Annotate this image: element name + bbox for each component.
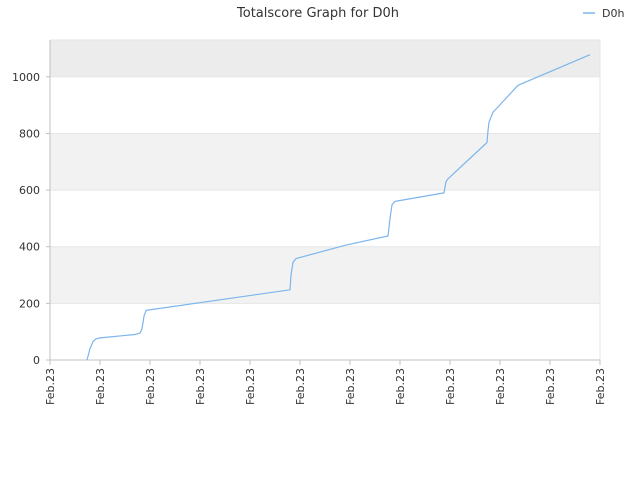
x-tick-label: Feb.23 <box>394 368 407 405</box>
x-tick-label: Feb.23 <box>44 368 57 405</box>
x-tick-label: Feb.23 <box>94 368 107 405</box>
x-axis-ticks: Feb.23 Feb.23 Feb.23 Feb.23 Feb.23 Feb.23 Feb.… <box>44 360 607 405</box>
y-axis-ticks: 0 200 400 600 800 1000 <box>12 71 50 367</box>
x-tick-label: Feb.23 <box>144 368 157 405</box>
x-tick-label: Feb.23 <box>444 368 457 405</box>
x-tick-label: Feb.23 <box>594 368 607 405</box>
legend[interactable]: D0h <box>583 7 624 20</box>
series-layer <box>86 54 591 361</box>
x-tick-label: Feb.23 <box>244 368 257 405</box>
chart-title: Totalscore Graph for D0h <box>236 6 399 21</box>
y-tick-label: 800 <box>19 127 40 140</box>
x-tick-label: Feb.23 <box>194 368 207 405</box>
y-tick-label: 200 <box>19 297 40 310</box>
y-tick-label: 1000 <box>12 71 40 84</box>
y-tick-label: 600 <box>19 184 40 197</box>
plot-band <box>50 40 600 77</box>
x-tick-label: Feb.23 <box>294 368 307 405</box>
x-tick-label: Feb.23 <box>494 368 507 405</box>
y-tick-label: 0 <box>33 354 40 367</box>
x-tick-label: Feb.23 <box>544 368 557 405</box>
y-tick-label: 400 <box>19 241 40 254</box>
plot-band <box>50 190 600 247</box>
plot-band <box>50 246 600 304</box>
plot-band <box>50 76 600 134</box>
x-tick-label: Feb.23 <box>344 368 357 405</box>
plot-bands <box>50 40 600 360</box>
series-line <box>86 54 591 361</box>
axes <box>49 40 600 361</box>
legend-label[interactable]: D0h <box>602 7 624 20</box>
plot-band <box>50 303 600 360</box>
plot-band <box>50 133 600 191</box>
